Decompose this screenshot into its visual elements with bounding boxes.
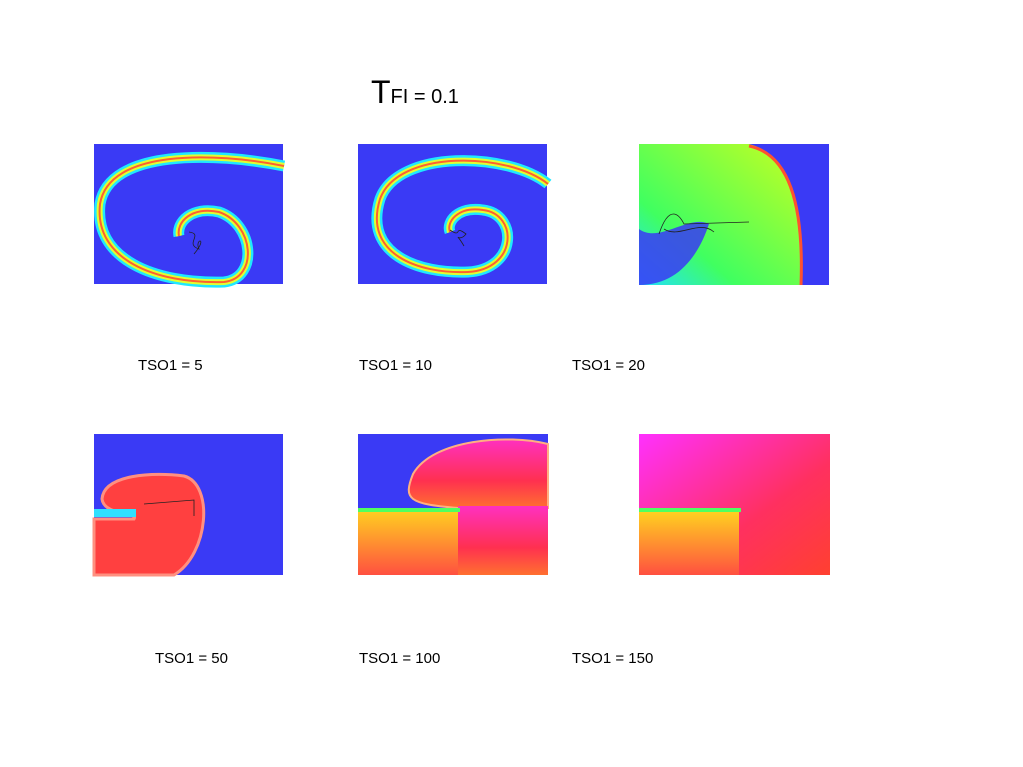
trajectory xyxy=(449,229,467,247)
region xyxy=(94,509,136,517)
panel-label: TSO1 = 20 xyxy=(572,357,645,374)
panel-label: TSO1 = 5 xyxy=(138,357,203,374)
region xyxy=(407,438,549,509)
trajectory xyxy=(143,499,195,516)
title-sub: FI = 0.1 xyxy=(390,86,459,108)
trajectory xyxy=(658,213,750,235)
region xyxy=(458,506,548,575)
panel-image xyxy=(639,144,829,286)
region xyxy=(639,512,739,575)
panel-image xyxy=(358,144,552,284)
wave xyxy=(358,508,460,512)
panel-label: TSO1 = 10 xyxy=(359,357,432,374)
panel-image xyxy=(92,434,283,577)
wave xyxy=(748,144,803,286)
wave xyxy=(375,159,549,274)
wave xyxy=(639,508,741,512)
panel-label: TSO1 = 100 xyxy=(359,650,441,667)
panel-label: TSO1 = 150 xyxy=(572,650,654,667)
panel-image xyxy=(639,434,830,575)
title-main: T xyxy=(371,74,391,110)
panel-image xyxy=(94,144,286,288)
panel-image xyxy=(358,434,549,575)
region xyxy=(92,472,206,577)
trajectory xyxy=(188,231,202,255)
title: TFI = 0.1 xyxy=(371,74,459,111)
region xyxy=(639,221,709,285)
panel-label: TSO1 = 50 xyxy=(155,650,228,667)
wave xyxy=(98,156,285,284)
